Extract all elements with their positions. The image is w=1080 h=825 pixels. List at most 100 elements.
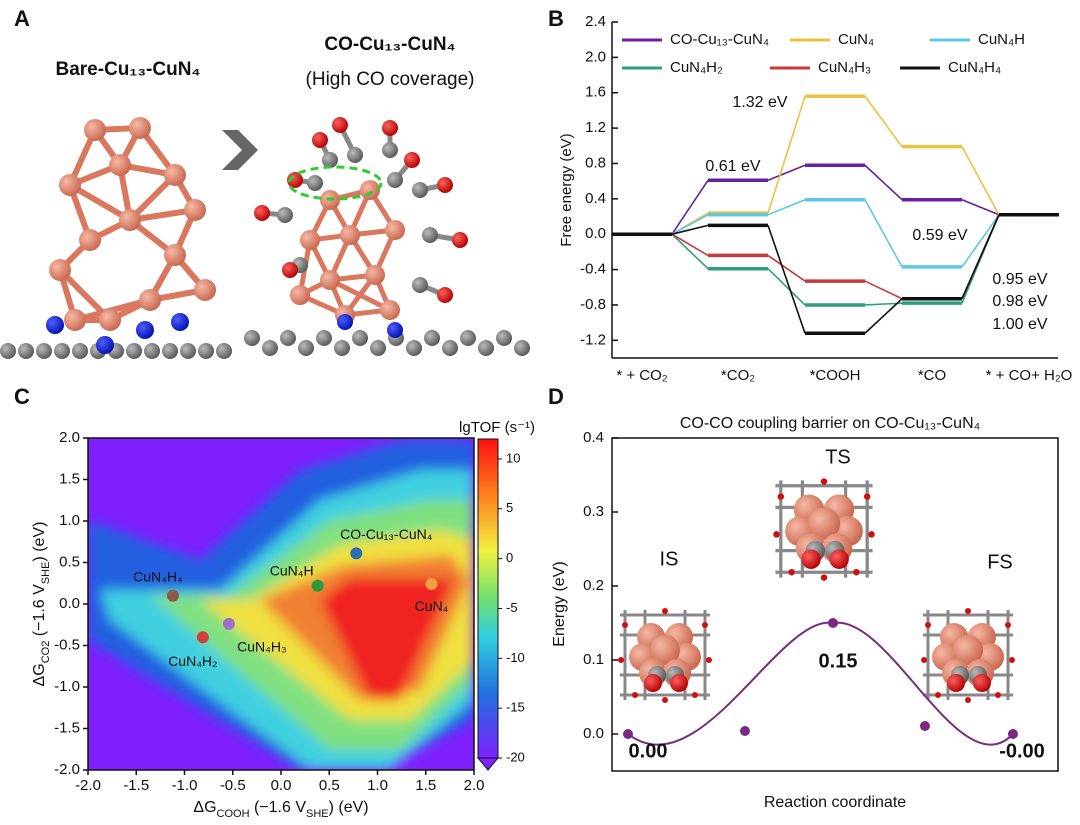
connector — [961, 214, 1000, 300]
x-tick-label: 0.0 — [271, 777, 292, 794]
y-tick-label: 0.8 — [585, 154, 606, 171]
molecule-is — [616, 606, 714, 705]
legend-label: CuN₄H₃ — [818, 59, 871, 76]
path-dot — [920, 721, 930, 731]
x-tick-label: * + CO+ H₂O — [986, 367, 1073, 384]
connector — [767, 225, 806, 334]
substrate-atom — [316, 330, 332, 346]
value-label: 0.15 — [819, 650, 858, 672]
cu-atom — [194, 279, 216, 301]
connector — [864, 298, 903, 334]
y-tick-label: 0.1 — [583, 651, 604, 668]
colorbar-tick-label: 10 — [506, 450, 520, 465]
molecule-fs — [919, 606, 1017, 705]
substrate-atom — [126, 343, 142, 359]
n-atom — [387, 322, 403, 338]
y-tick-label: 0.0 — [585, 225, 606, 242]
legend-label: CuN₄H₄ — [948, 59, 1001, 76]
connector — [767, 198, 806, 216]
point — [311, 579, 324, 592]
c-atom — [422, 227, 438, 243]
y-tick-label: 1.6 — [585, 84, 606, 101]
y-axis-label: ΔGCO2 (−1.6 VSHE) (eV) — [31, 522, 52, 687]
panel-a-subtitle: (High CO coverage) — [306, 69, 475, 90]
x-tick-label: 0.5 — [319, 777, 340, 794]
x-tick-label: 1.5 — [415, 777, 436, 794]
point — [425, 578, 438, 591]
y-tick-label: 0.3 — [583, 503, 604, 520]
point — [1008, 729, 1018, 739]
o-atom — [287, 172, 303, 188]
connector — [671, 179, 709, 235]
cu-atom — [119, 209, 141, 231]
connector — [671, 233, 709, 270]
cu-atom — [139, 289, 161, 311]
n-atom — [46, 316, 64, 334]
colorbar-extend — [476, 757, 500, 771]
y-axis-label-part: CO2 — [40, 641, 52, 664]
point-label: CuN₄H₂ — [168, 653, 217, 669]
connector — [767, 96, 806, 214]
annotation: 0.98 eV — [992, 293, 1047, 310]
point — [196, 631, 209, 644]
o-atom — [437, 287, 453, 303]
state-label: IS — [660, 548, 679, 570]
state-label: TS — [825, 446, 851, 468]
substrate-atom — [478, 340, 494, 356]
x-axis-label-part: (−1.6 V — [250, 799, 307, 816]
x-axis-label-part: COOH — [217, 808, 250, 820]
connector — [671, 214, 709, 235]
substrate-atom — [370, 340, 386, 356]
y-tick-label: 0.5 — [59, 553, 80, 570]
connector — [961, 214, 1000, 268]
plot-frame — [611, 437, 1059, 772]
substrate-atom — [216, 343, 232, 359]
legend-label: CuN₄H — [978, 31, 1025, 48]
y-tick-label: -1.5 — [54, 719, 80, 736]
substrate-atom — [198, 343, 214, 359]
y-axis-label-part: (−1.6 V — [31, 584, 48, 641]
cu-atom — [59, 174, 81, 196]
substrate-atom — [406, 340, 422, 356]
cu-atom — [340, 225, 360, 245]
o-atom — [382, 120, 398, 136]
c-atom — [322, 152, 338, 168]
panel-a-title: Bare-Cu₁₃-CuN₄ — [56, 59, 201, 80]
legend-label: CO-Cu₁₃-CuN₄ — [670, 31, 769, 48]
colorbar-tick-label: 0 — [506, 550, 513, 565]
x-tick-label: -1.0 — [172, 777, 198, 794]
y-tick-label: -0.5 — [54, 636, 80, 653]
y-tick-label: 0.4 — [583, 429, 604, 446]
state-label: FS — [987, 551, 1013, 573]
annotation: 1.00 eV — [992, 316, 1047, 333]
point — [350, 547, 363, 560]
value-label: -0.00 — [999, 740, 1045, 762]
connector — [671, 224, 709, 235]
o-atom — [332, 117, 348, 133]
y-tick-label: 0.2 — [583, 577, 604, 594]
substrate-atom — [144, 343, 160, 359]
y-tick-label: 0.0 — [59, 595, 80, 612]
bond — [68, 182, 132, 223]
c-atom — [277, 207, 293, 223]
legend-label: CuN₄H₂ — [670, 59, 723, 76]
x-axis-label-part: ) (eV) — [329, 799, 369, 816]
annotation: 0.95 eV — [992, 271, 1047, 288]
colorbar — [477, 438, 499, 759]
y-axis-label: Free energy (eV) — [558, 133, 575, 246]
y-tick-label: 2.4 — [585, 13, 606, 30]
substrate-atom — [162, 343, 178, 359]
x-tick-label: -2.0 — [75, 777, 101, 794]
cu-atom — [49, 259, 71, 281]
c-atom — [307, 175, 323, 191]
cu-atom — [164, 244, 186, 266]
annotation: 0.59 eV — [912, 227, 967, 244]
substrate-atom — [54, 343, 70, 359]
point — [222, 617, 235, 630]
y-tick-label: 2.0 — [585, 48, 606, 65]
substrate-atom — [244, 330, 260, 346]
substrate-atom — [0, 343, 16, 359]
cu-atom — [164, 164, 186, 186]
connector — [864, 164, 903, 201]
substrate-atom — [36, 343, 52, 359]
